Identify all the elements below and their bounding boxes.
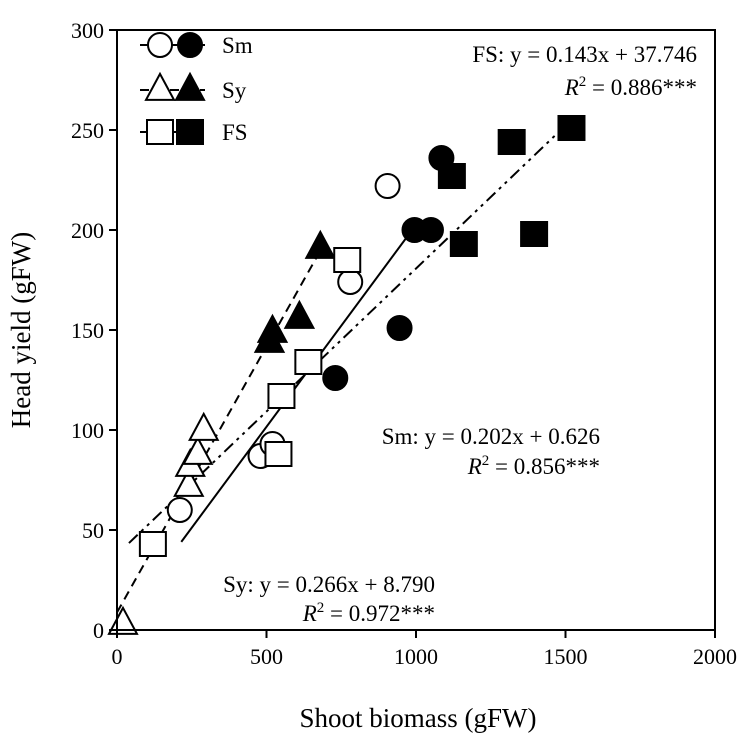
fs-fit-line <box>128 119 573 544</box>
x-tick-label: 2000 <box>693 644 737 669</box>
sy-open-point <box>188 411 220 441</box>
legend-fs-filled-marker <box>176 119 204 145</box>
legend-fs-open-marker <box>146 119 174 145</box>
sy-filled-point <box>304 229 336 259</box>
sm-r2: R2 = 0.856*** <box>467 453 600 479</box>
x-axis-title: Shoot biomass (gFW) <box>299 703 536 733</box>
plot-frame <box>116 29 716 631</box>
fs-open-point <box>333 247 362 273</box>
y-axis-title: Head yield (gFW) <box>6 232 36 428</box>
legend-sm-label: Sm <box>222 33 253 58</box>
sm-filled-point <box>322 365 349 391</box>
sy-open-point <box>107 605 139 635</box>
sm-filled-point <box>386 315 413 341</box>
legend-sm-filled-marker <box>177 32 203 58</box>
legend-sy-filled-marker <box>174 71 206 101</box>
sy-filled-point <box>256 313 289 343</box>
sm-filled-point <box>417 217 444 243</box>
x-tick-label: 0 <box>112 644 123 669</box>
fs-open-point <box>294 349 323 375</box>
y-tick-label: 200 <box>71 218 104 243</box>
fs-open-point <box>264 441 293 467</box>
sy-open-point <box>173 467 205 497</box>
fs-equation: FS: y = 0.143x + 37.746 <box>472 42 697 67</box>
sm-open-point <box>337 269 364 295</box>
x-tick-label: 500 <box>250 644 283 669</box>
sm-fit-line <box>180 224 417 543</box>
sm-open-point <box>166 497 193 523</box>
y-tick-label: 100 <box>71 418 104 443</box>
sy-equation: Sy: y = 0.266x + 8.790 <box>223 572 435 597</box>
y-tick-label: 150 <box>71 318 104 343</box>
x-tick-label: 1000 <box>394 644 438 669</box>
fs-filled-point <box>449 231 478 257</box>
fs-filled-point <box>437 163 466 189</box>
sy-filled-point <box>283 299 316 329</box>
y-tick-label: 0 <box>93 618 104 643</box>
sy-r2: R2 = 0.972*** <box>302 600 435 626</box>
data-points-layer <box>107 115 586 635</box>
fs-filled-point <box>557 115 586 141</box>
axes-layer: 0 500 1000 1500 2000 0 50 100 150 200 250 300 <box>71 18 737 669</box>
legend-fs-label: FS <box>222 120 248 145</box>
sm-open-point <box>374 173 401 199</box>
y-tick-label: 300 <box>71 18 104 43</box>
x-tick-label: 1500 <box>544 644 588 669</box>
fs-r2: R2 = 0.886*** <box>564 74 697 100</box>
y-tick-label: 250 <box>71 118 104 143</box>
legend-sy-label: Sy <box>222 78 247 103</box>
fs-filled-point <box>520 221 549 247</box>
legend-sy-open-marker <box>144 71 176 101</box>
fs-open-point <box>138 531 167 557</box>
fit-lines-layer <box>116 119 573 613</box>
fs-open-point <box>267 383 296 409</box>
sy-open-point <box>182 435 214 465</box>
legend-sm-open-marker <box>147 32 173 58</box>
legend: Sm Sy FS <box>140 32 253 145</box>
sm-equation: Sm: y = 0.202x + 0.626 <box>382 424 600 449</box>
sy-fit-line <box>116 250 322 613</box>
fs-filled-point <box>497 129 526 155</box>
y-tick-label: 50 <box>82 518 104 543</box>
